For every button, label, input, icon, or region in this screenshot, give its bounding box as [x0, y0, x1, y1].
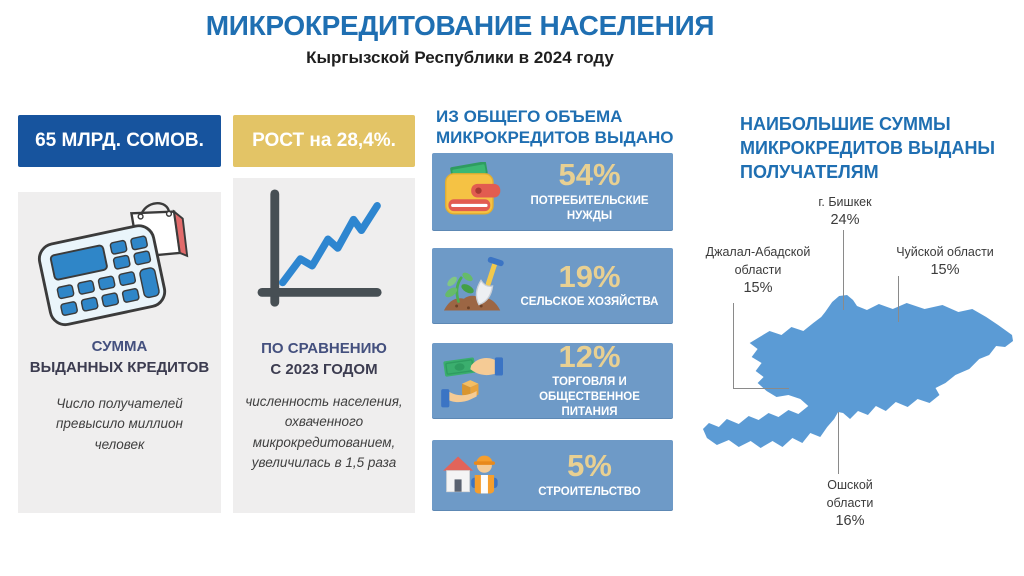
kyrgyzstan-map: [702, 295, 1014, 448]
growth-badge: РОСТ на 28,4%.: [233, 115, 415, 167]
total-amount-badge: 65 МЛРД. СОМОВ.: [18, 115, 221, 167]
region-label-chui: Чуйской области 15%: [880, 243, 1010, 278]
total-heading-line1: СУММА: [91, 338, 148, 355]
category-trade-catering: 12% ТОРГОВЛЯ И ОБЩЕСТВЕННОЕ ПИТАНИЯ: [432, 338, 673, 419]
region-percent: 15%: [743, 280, 773, 297]
jalalabad-leader-line-horizontal: [733, 388, 789, 389]
growth-heading-line2: С 2023 ГОДОМ: [270, 361, 378, 378]
growth-note: численность населения, охваченного микро…: [245, 394, 403, 470]
category-agriculture: 19% СЕЛЬСКОЕ ХОЗЯЙСТВА: [432, 248, 673, 323]
region-label-bishkek: г. Бишкек 24%: [790, 193, 900, 228]
regions-header: НАИБОЛЬШИЕ СУММЫ МИКРОКРЕДИТОВ ВЫДАНЫ ПО…: [740, 112, 1002, 184]
regions-header-line1: НАИБОЛЬШИЕ СУММЫ: [740, 114, 951, 134]
region-percent: 15%: [930, 262, 960, 279]
region-name: Чуйской области: [896, 245, 994, 259]
total-card: СУММА ВЫДАННЫХ КРЕДИТОВ Число получателе…: [18, 192, 221, 513]
agriculture-sprout-shovel-icon: [432, 256, 514, 316]
growth-line-chart-icon: [233, 189, 415, 316]
breakdown-header: ИЗ ОБЩЕГО ОБЪЕМА МИКРОКРЕДИТОВ ВЫДАНО: [436, 106, 696, 148]
region-label-jalalabad: Джалал-Абадской области 15%: [699, 243, 817, 296]
category-construction: 5% СТРОИТЕЛЬСТВО: [432, 440, 673, 510]
breakdown-header-line1: ИЗ ОБЩЕГО ОБЪЕМА: [436, 107, 623, 126]
region-percent: 16%: [835, 513, 865, 530]
page-title: МИКРОКРЕДИТОВАНИЕ НАСЕЛЕНИЯ: [205, 10, 715, 41]
category-percent: 12%: [558, 338, 621, 374]
osh-leader-line: [838, 412, 839, 474]
calculator-shopping-bag-icon: [18, 200, 221, 327]
chui-leader-line: [898, 276, 899, 322]
growth-heading-line1: ПО СРАВНЕНИЮ: [261, 340, 387, 357]
category-consumer-needs: 54% ПОТРЕБИТЕЛЬСКИЕ НУЖДЫ: [432, 153, 673, 230]
region-label-osh: Ошской области 16%: [805, 476, 895, 529]
region-percent: 24%: [830, 212, 860, 229]
page-subtitle: Кыргызской Республики в 2024 году: [306, 48, 614, 67]
category-label: ТОРГОВЛЯ И ОБЩЕСТВЕННОЕ ПИТАНИЯ: [539, 376, 640, 419]
trade-hands-exchange-icon: [432, 351, 514, 411]
region-name: г. Бишкек: [818, 195, 872, 209]
bishkek-leader-line: [843, 230, 844, 310]
wallet-icon: [432, 161, 514, 222]
category-percent: 5%: [567, 448, 612, 484]
category-label: СТРОИТЕЛЬСТВО: [538, 485, 641, 498]
jalalabad-leader-line-vertical: [733, 303, 734, 388]
regions-header-line2: МИКРОКРЕДИТОВ ВЫДАНЫ: [740, 138, 996, 158]
construction-house-worker-icon: [432, 446, 514, 504]
total-note: Число получателей превысило миллион чело…: [56, 396, 183, 452]
growth-card: ПО СРАВНЕНИЮ С 2023 ГОДОМ численность на…: [233, 178, 415, 513]
category-label: СЕЛЬСКОЕ ХОЗЯЙСТВА: [520, 296, 659, 309]
total-heading-line2: ВЫДАННЫХ КРЕДИТОВ: [29, 359, 210, 376]
category-percent: 19%: [558, 258, 621, 294]
region-name: Ошской области: [826, 478, 874, 511]
header: МИКРОКРЕДИТОВАНИЕ НАСЕЛЕНИЯ Кыргызской Р…: [0, 10, 920, 68]
category-percent: 54%: [558, 157, 621, 193]
region-name: Джалал-Абадской области: [705, 245, 811, 278]
regions-header-line3: ПОЛУЧАТЕЛЯМ: [740, 162, 879, 182]
breakdown-header-line2: МИКРОКРЕДИТОВ ВЫДАНО: [436, 128, 674, 147]
category-label: ПОТРЕБИТЕЛЬСКИЕ НУЖДЫ: [530, 194, 649, 222]
